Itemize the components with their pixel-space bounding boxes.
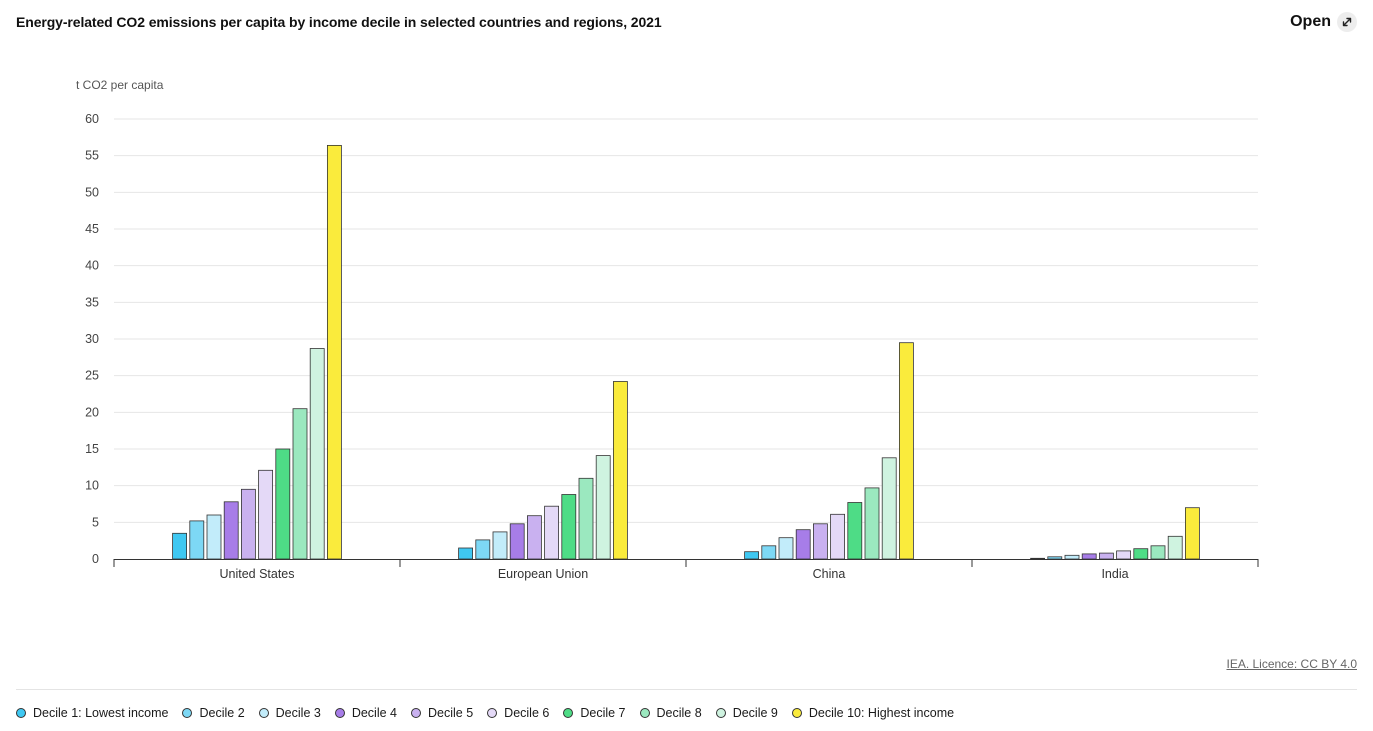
bar-european-union-decile-2: [475, 539, 491, 560]
y-tick-label-15: 15: [85, 442, 99, 456]
y-axis-ticks: 0 5 10 15 20 25 30 35 40 45 50 55 60: [85, 112, 99, 566]
y-tick-label-0: 0: [92, 552, 99, 566]
chart-title: Energy-related CO2 emissions per capita …: [16, 14, 662, 30]
bar-european-union-decile-8: [578, 477, 594, 560]
open-label: Open: [1290, 13, 1331, 30]
bar-european-union-decile-9: [595, 455, 611, 560]
legend-label: Decile 6: [504, 706, 550, 720]
legend-swatch: [715, 708, 726, 718]
y-tick-label-45: 45: [85, 222, 99, 236]
legend-label: Decile 1: Lowest income: [33, 706, 169, 720]
y-tick-label-5: 5: [92, 515, 99, 529]
bar-china-decile-6: [830, 513, 845, 560]
bar-india-decile-4: [1081, 553, 1097, 560]
x-tick-label-china: China: [813, 567, 846, 581]
bar-india-decile-3: [1064, 554, 1080, 560]
bar-european-union-decile-3: [492, 531, 508, 560]
bar-united-states-decile-7: [275, 448, 291, 560]
bar-united-states-decile-2: [189, 520, 205, 560]
y-tick-label-55: 55: [85, 149, 99, 163]
x-tick-label-india: India: [1101, 567, 1128, 581]
bar-india-decile-9: [1167, 535, 1183, 560]
bar-china-decile-10: [899, 342, 914, 560]
bar-india-decile-6: [1116, 550, 1131, 560]
bar-european-union-decile-10: [613, 381, 628, 560]
licence-link[interactable]: IEA. Licence: CC BY 4.0: [1226, 657, 1357, 671]
bar-china-decile-2: [761, 545, 777, 560]
bar-european-union-decile-4: [509, 523, 525, 560]
bar-india-decile-10: [1185, 507, 1200, 560]
bar-india-decile-7: [1133, 548, 1149, 560]
legend-label: Decile 7: [580, 706, 626, 720]
bar-china-decile-9: [881, 457, 897, 560]
legend-swatch: [258, 708, 269, 718]
expand-arrow-icon: [1337, 12, 1357, 32]
legend-item-decile-8[interactable]: Decile 8: [639, 706, 702, 720]
y-tick-label-20: 20: [85, 405, 99, 419]
bar-united-states-decile-1: [172, 532, 188, 560]
x-axis: United States European Union China India: [113, 559, 1259, 581]
legend-label: Decile 2: [199, 706, 245, 720]
legend: Decile 1: Lowest income Decile 2 Decile 3 D…: [16, 706, 968, 720]
bar-united-states-decile-8: [292, 408, 308, 560]
y-axis-label: t CO2 per capita: [76, 78, 164, 92]
bar-european-union-decile-5: [527, 515, 542, 560]
legend-item-decile-9[interactable]: Decile 9: [715, 706, 778, 720]
bar-united-states-decile-4: [223, 501, 239, 560]
legend-item-decile-6[interactable]: Decile 6: [487, 706, 549, 720]
y-tick-label-50: 50: [85, 185, 99, 199]
legend-item-decile-3[interactable]: Decile 3: [258, 706, 321, 720]
bar-united-states-decile-9: [309, 348, 325, 560]
legend-label: Decile 4: [351, 706, 397, 720]
legend-label: Decile 5: [428, 706, 474, 720]
legend-label: Decile 3: [275, 706, 321, 720]
legend-label: Decile 8: [656, 706, 702, 720]
x-tick-label-european-union: European Union: [498, 567, 588, 581]
legend-swatch: [487, 708, 498, 718]
bar-european-union-decile-6: [544, 505, 559, 560]
legend-swatch: [334, 708, 345, 718]
bar-india-decile-5: [1099, 552, 1114, 560]
legend-item-decile-1[interactable]: Decile 1: Lowest income: [16, 706, 168, 720]
legend-divider: [16, 689, 1357, 690]
x-tick-label-united-states: United States: [219, 567, 294, 581]
legend-swatch: [182, 708, 193, 718]
bar-china-decile-1: [744, 551, 759, 560]
bar-united-states-decile-10: [326, 144, 342, 560]
bar-india-decile-2: [1047, 556, 1063, 560]
legend-item-decile-7[interactable]: Decile 7: [563, 706, 626, 720]
y-tick-label-10: 10: [85, 479, 99, 493]
bar-china-decile-3: [778, 537, 794, 560]
y-tick-label-35: 35: [85, 295, 99, 309]
bars: [172, 144, 1200, 560]
y-tick-label-40: 40: [85, 259, 99, 273]
legend-label: Decile 10: Highest income: [808, 706, 955, 720]
bar-china-decile-5: [813, 523, 828, 560]
bar-united-states-decile-5: [240, 488, 256, 560]
bar-china-decile-4: [795, 529, 811, 560]
legend-item-decile-2[interactable]: Decile 2: [182, 706, 245, 720]
bar-chart: t CO2 per capita 0 5 10 15 20 25 30 35 40 45 50 55 6…: [76, 78, 1259, 581]
open-button[interactable]: Open: [1290, 12, 1357, 32]
legend-item-decile-10[interactable]: Decile 10: Highest income: [791, 706, 955, 720]
legend-swatch: [16, 708, 26, 718]
legend-item-decile-5[interactable]: Decile 5: [411, 706, 473, 720]
legend-swatch: [411, 708, 421, 718]
legend-swatch: [791, 708, 802, 718]
y-tick-label-25: 25: [85, 369, 99, 383]
bar-european-union-decile-7: [561, 494, 577, 560]
bar-india-decile-1: [1030, 557, 1045, 560]
bar-china-decile-7: [847, 502, 863, 560]
legend-label: Decile 9: [732, 706, 778, 720]
legend-item-decile-4[interactable]: Decile 4: [334, 706, 397, 720]
legend-swatch: [639, 708, 650, 718]
bar-united-states-decile-6: [258, 469, 274, 560]
legend-swatch: [563, 708, 574, 718]
bar-china-decile-8: [864, 487, 880, 560]
bar-european-union-decile-1: [458, 547, 474, 560]
bar-india-decile-8: [1150, 545, 1166, 560]
bar-united-states-decile-3: [206, 514, 222, 560]
y-tick-label-30: 30: [85, 332, 99, 346]
y-tick-label-60: 60: [85, 112, 99, 126]
